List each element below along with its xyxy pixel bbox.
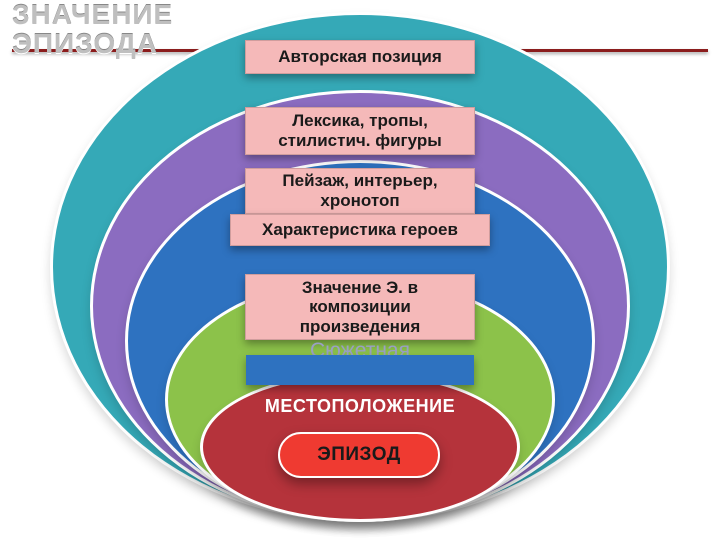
box-characterization: Характеристика героев xyxy=(230,214,490,246)
location-label: МЕСТОПОЛОЖЕНИЕ xyxy=(240,396,480,417)
box-author-position: Авторская позиция xyxy=(245,40,475,74)
box-landscape-chronotope: Пейзаж, интерьер, хронотоп xyxy=(245,168,475,214)
episode-pill: ЭПИЗОД xyxy=(278,432,440,478)
blue-bar xyxy=(246,355,474,385)
box-composition-meaning: Значение Э. в композиции произведения xyxy=(245,274,475,340)
diagram-stage: Авторская позиция Лексика, тропы, стилис… xyxy=(50,12,670,532)
box-lexis-tropes: Лексика, тропы, стилистич. фигуры xyxy=(245,107,475,155)
